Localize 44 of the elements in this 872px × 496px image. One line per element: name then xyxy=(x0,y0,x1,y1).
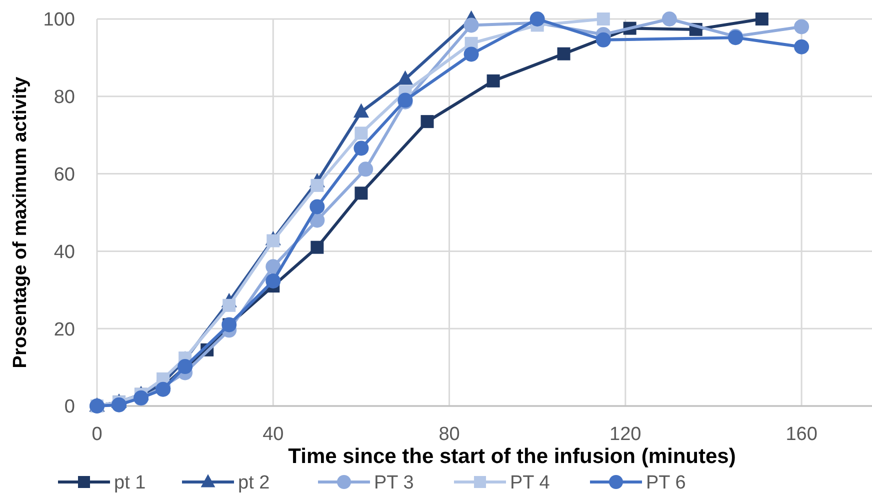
x-tick-label: 120 xyxy=(610,424,642,445)
point xyxy=(794,19,810,34)
y-tick-label: 40 xyxy=(54,242,75,263)
y-tick-label: 100 xyxy=(43,10,75,31)
point xyxy=(420,115,434,128)
point xyxy=(222,298,236,312)
point xyxy=(266,274,281,288)
x-tick-label: 160 xyxy=(786,424,818,445)
legend-label: pt 1 xyxy=(114,472,146,494)
point xyxy=(557,47,570,60)
point xyxy=(662,12,677,26)
point xyxy=(354,126,368,140)
point xyxy=(310,199,325,214)
point xyxy=(755,12,768,26)
y-tick-label: 20 xyxy=(54,319,75,340)
y-tick-label: 0 xyxy=(64,396,75,418)
point xyxy=(794,39,810,54)
point xyxy=(156,382,171,397)
x-tick-label: 40 xyxy=(262,424,284,445)
legend-label: pt 2 xyxy=(238,472,270,494)
point xyxy=(354,140,369,156)
x-axis-title: Time since the start of the infusion (minutes) xyxy=(288,445,736,468)
legend-label: PT 3 xyxy=(374,472,414,494)
y-axis-title: Prosentage of maximum activity xyxy=(10,76,31,368)
point xyxy=(464,18,479,33)
y-tick-label: 60 xyxy=(54,164,75,186)
point xyxy=(397,70,414,85)
point xyxy=(354,186,368,200)
point xyxy=(596,12,610,26)
point xyxy=(358,162,374,177)
y-tick-label: 80 xyxy=(54,87,75,108)
point xyxy=(464,46,479,62)
point xyxy=(353,103,370,118)
point xyxy=(266,259,281,274)
x-tick-label: 80 xyxy=(438,424,460,445)
point xyxy=(530,12,545,26)
point xyxy=(266,234,280,248)
legend-label: PT 4 xyxy=(510,472,550,494)
point xyxy=(596,32,611,48)
x-tick-label: 0 xyxy=(92,424,102,445)
legend-label: PT 6 xyxy=(646,472,686,494)
point xyxy=(310,240,324,254)
point xyxy=(486,74,500,88)
point xyxy=(310,178,324,192)
